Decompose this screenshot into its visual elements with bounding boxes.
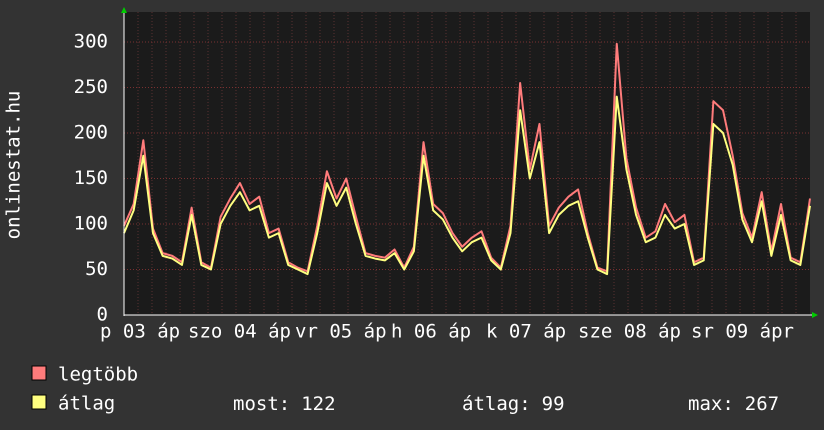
- legend-swatch: [31, 365, 47, 381]
- marks: [123, 42, 811, 276]
- x-tick-label: p 03 áp: [100, 321, 180, 343]
- stat: max: 267: [688, 393, 779, 415]
- series-line: [123, 95, 811, 276]
- legend-swatch: [31, 394, 47, 410]
- x-tick-label: h 06 áp: [391, 321, 471, 343]
- y-arrow: [121, 7, 127, 13]
- x-tick-label: sr 09 ápr: [691, 321, 794, 343]
- stat-label: max:: [688, 393, 734, 415]
- series-line: [123, 42, 811, 273]
- x-tick-label: k 07 áp: [486, 321, 566, 343]
- y-tick-label: 300: [74, 31, 108, 53]
- y-tick-label: 50: [85, 258, 108, 280]
- stat-value: 99: [542, 393, 565, 415]
- stat: most: 122: [233, 393, 336, 415]
- y-tick-label: 0: [97, 304, 108, 326]
- x-arrow: [812, 312, 818, 318]
- y-axis-label: onlinestat.hu: [3, 91, 25, 240]
- x-tick-label: vr 05 áp: [295, 321, 387, 343]
- stat-label: átlag:: [462, 393, 531, 415]
- stat-value: 122: [301, 393, 335, 415]
- stat-value: 267: [745, 393, 779, 415]
- stat: átlag: 99: [462, 393, 565, 415]
- legend-label: legtöbb: [58, 364, 138, 386]
- x-tick-label: szo 04 áp: [188, 321, 291, 343]
- y-tick-label: 200: [74, 122, 108, 144]
- y-tick-label: 250: [74, 76, 108, 98]
- y-tick-label: 100: [74, 213, 108, 235]
- stat-label: most:: [233, 393, 290, 415]
- y-tick-label: 150: [74, 167, 108, 189]
- legend-label: átlag: [58, 393, 115, 415]
- x-tick-label: sze 08 áp: [578, 321, 681, 343]
- grid: [124, 12, 810, 316]
